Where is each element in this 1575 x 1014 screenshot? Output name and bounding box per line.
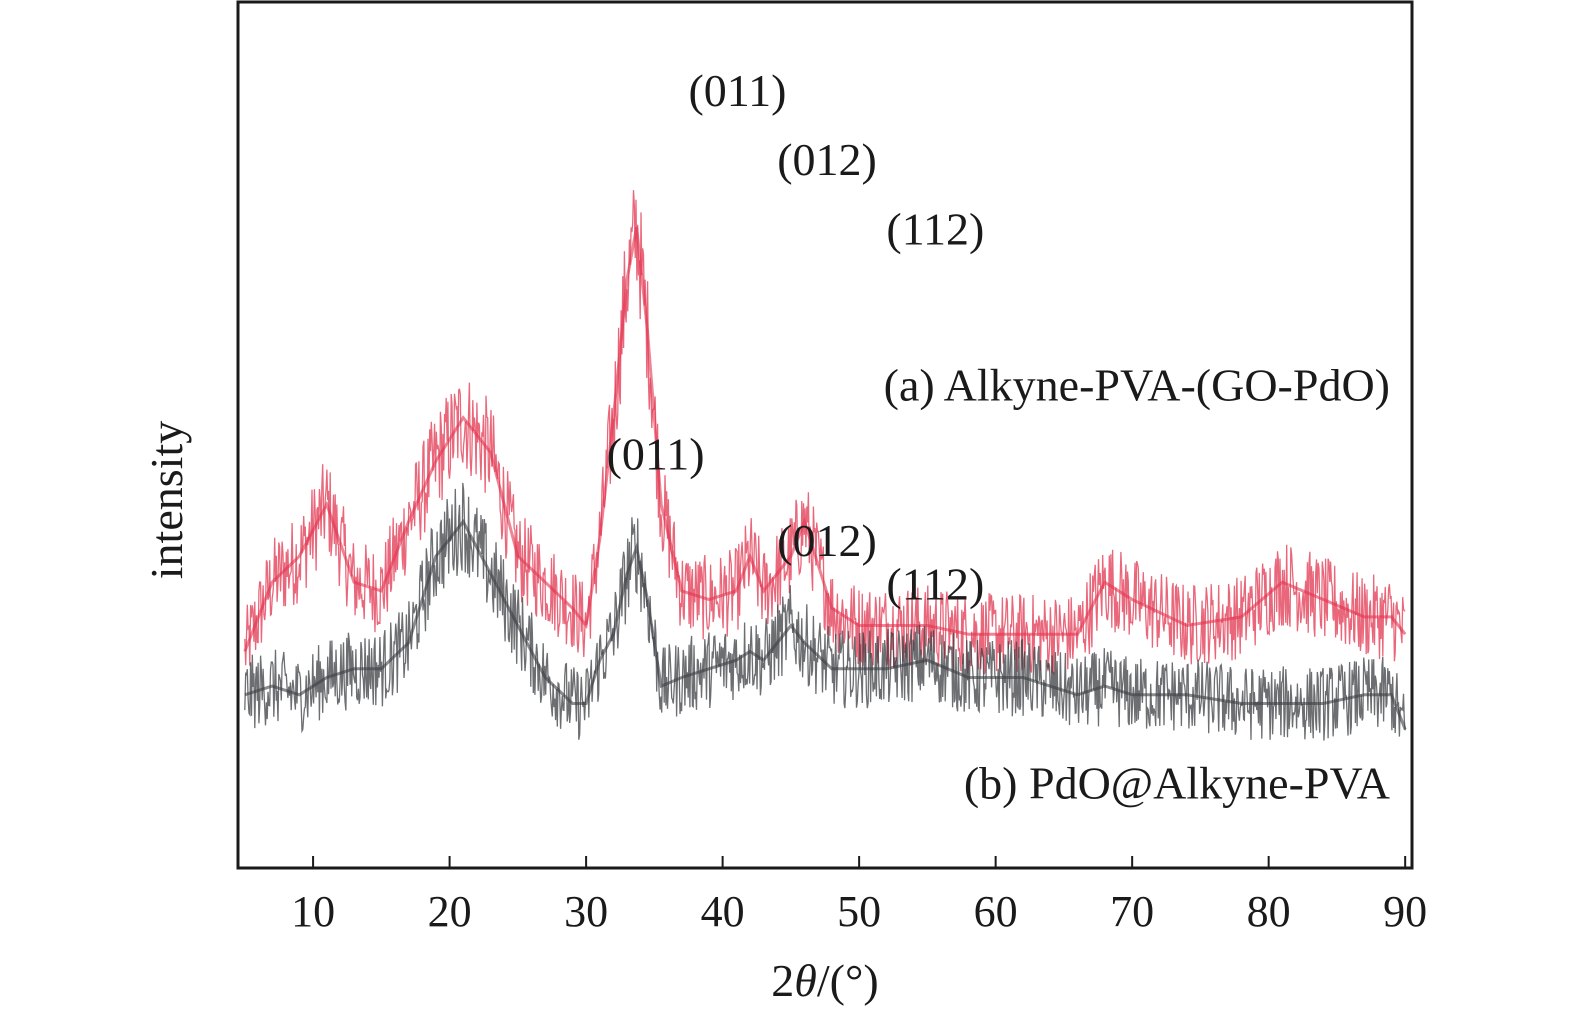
series-line <box>244 518 1407 730</box>
x-axis-title-theta: θ <box>794 955 817 1006</box>
series-labels: (a) Alkyne-PVA-(GO-PdO) (b) PdO@Alkyne-PV… <box>884 359 1390 808</box>
peak-annotation: (112) <box>886 203 984 254</box>
plot-frame <box>236 0 1414 870</box>
x-tick-label: 30 <box>564 887 608 936</box>
series-label: (b) PdO@Alkyne-PVA <box>964 758 1390 809</box>
series-noise-trace <box>244 190 1406 675</box>
x-tick-label: 50 <box>837 887 881 936</box>
x-axis-title-suffix: /(°) <box>817 955 879 1006</box>
x-axis-ticks <box>312 856 1407 868</box>
x-axis-title: 2θ/(°) <box>771 955 878 1006</box>
peak-annotation: (011) <box>607 429 705 480</box>
x-tick-label: 80 <box>1247 887 1291 936</box>
x-tick-label: 40 <box>701 887 745 936</box>
peak-annotations: (011)(012)(112)(011)(012)(112) <box>607 65 985 610</box>
x-tick-label: 20 <box>428 887 472 936</box>
x-tick-label: 90 <box>1383 887 1427 936</box>
x-axis-tick-labels: 10 20 30 40 50 60 70 80 90 <box>291 887 1427 936</box>
peak-annotation: (011) <box>688 65 786 116</box>
series-line <box>243 226 1407 653</box>
x-tick-label: 10 <box>291 887 335 936</box>
series-b <box>244 482 1407 741</box>
x-axis-title-prefix: 2 <box>771 955 794 1006</box>
series-layer <box>243 190 1407 741</box>
peak-annotation: (112) <box>886 559 984 610</box>
x-tick-label: 70 <box>1110 887 1154 936</box>
y-axis-title: intensity <box>141 421 192 579</box>
series-a <box>243 190 1407 675</box>
peak-annotation: (012) <box>777 134 877 185</box>
series-label: (a) Alkyne-PVA-(GO-PdO) <box>884 359 1390 410</box>
x-tick-label: 60 <box>974 887 1018 936</box>
peak-annotation: (012) <box>777 515 877 566</box>
series-noise-trace <box>244 482 1406 741</box>
